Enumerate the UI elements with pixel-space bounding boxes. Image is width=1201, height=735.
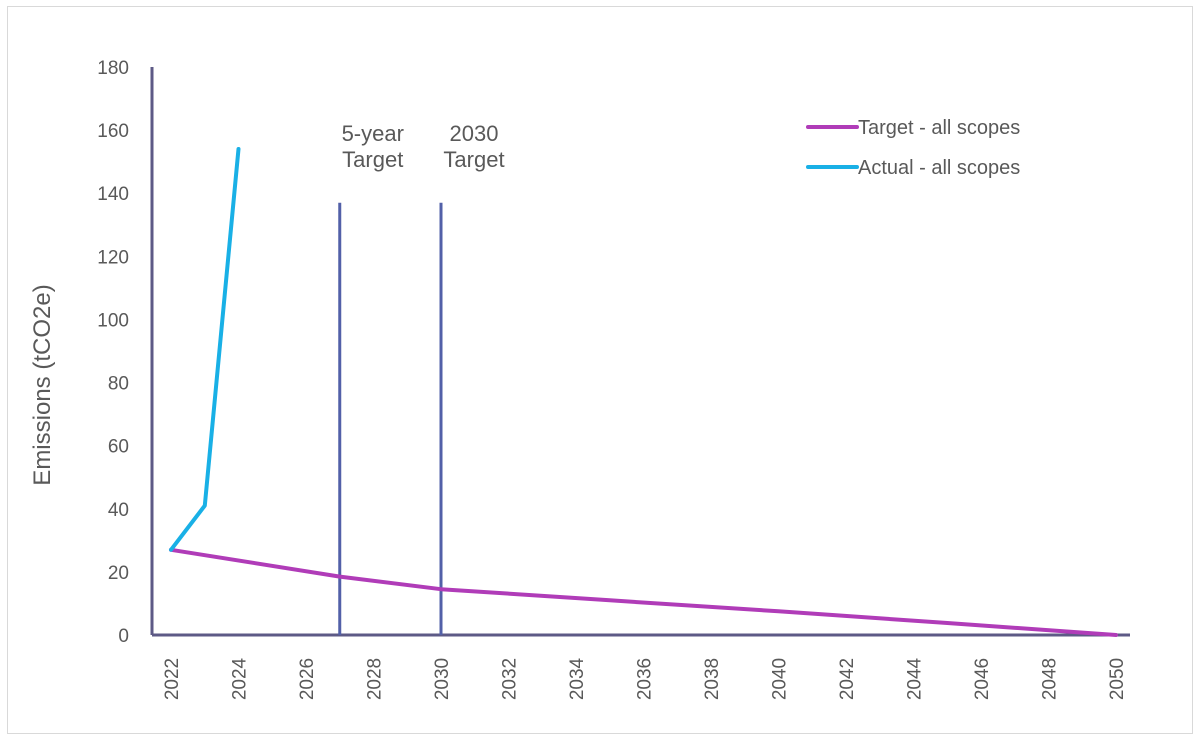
y-tick-label: 60	[108, 437, 129, 458]
x-tick-label: 2046	[972, 658, 993, 700]
y-tick-label: 140	[97, 184, 129, 205]
y-tick-label: 100	[97, 310, 129, 331]
y-tick-label: 20	[108, 563, 129, 584]
target-marker-label-line2: Target	[342, 147, 403, 172]
y-tick-label: 160	[97, 121, 129, 142]
target-marker-label-line1: 2030	[450, 121, 499, 146]
x-tick-label: 2050	[1107, 658, 1128, 700]
x-tick-label: 2026	[297, 658, 318, 700]
x-tick-label: 2024	[230, 657, 251, 700]
y-tick-label: 120	[97, 247, 129, 268]
x-tick-label: 2034	[567, 657, 588, 700]
x-tick-label: 2030	[432, 658, 453, 700]
x-tick-label: 2036	[635, 658, 656, 700]
chart-frame	[7, 6, 1193, 734]
x-tick-label: 2044	[905, 657, 926, 700]
target-marker-label-line1: 5-year	[342, 121, 404, 146]
y-tick-label: 0	[118, 626, 129, 647]
target-marker-label-line2: Target	[443, 147, 504, 172]
x-tick-label: 2042	[837, 658, 858, 700]
x-tick-label: 2022	[162, 658, 183, 700]
series-line-actual	[169, 147, 241, 552]
y-tick-label: 80	[108, 374, 129, 395]
x-tick-label: 2040	[770, 658, 791, 700]
y-axis-label: Emissions (tCO2e)	[29, 284, 56, 485]
y-tick-label: 40	[108, 500, 129, 521]
y-tick-label: 180	[97, 58, 129, 79]
x-tick-label: 2048	[1040, 658, 1061, 700]
x-tick-label: 2038	[702, 658, 723, 700]
x-tick-label: 2028	[365, 658, 386, 700]
legend-label: Target - all scopes	[858, 117, 1020, 139]
x-tick-label: 2032	[500, 658, 521, 700]
legend-label: Actual - all scopes	[858, 157, 1020, 179]
series-line-target	[169, 547, 1118, 637]
